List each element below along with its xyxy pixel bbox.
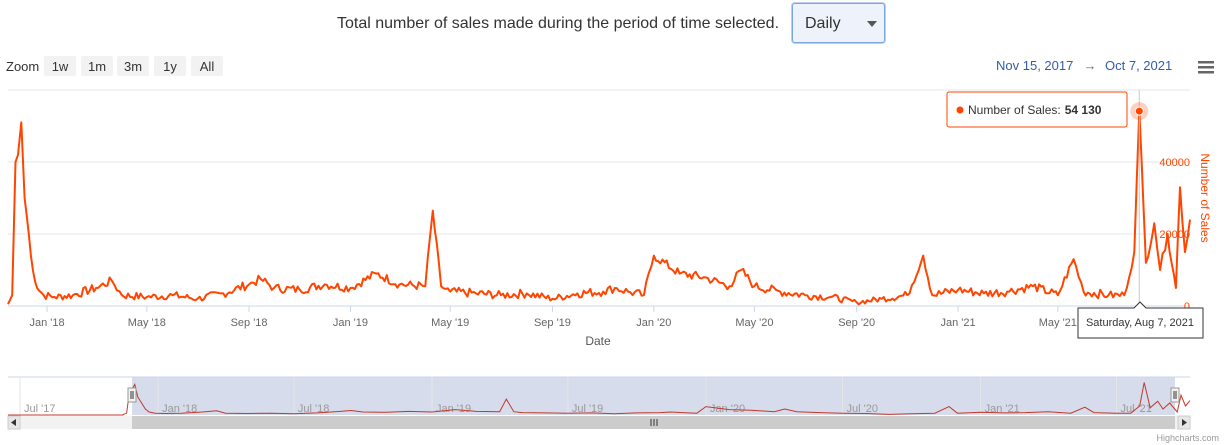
navigator-tick-label: Jul '18 [298, 403, 329, 415]
tooltip-value: 54 130 [1065, 103, 1102, 117]
x-tick-label: Jan '18 [29, 317, 64, 329]
navigator-handle-left[interactable] [127, 387, 137, 403]
tooltip: Number of Sales: 54 130 [946, 91, 1128, 128]
navigator-series-line [8, 382, 1191, 416]
date-range-to[interactable]: Oct 7, 2021 [1105, 58, 1172, 73]
navigator-handle-right[interactable] [1170, 387, 1180, 403]
period-select[interactable]: Daily [792, 3, 885, 43]
range-button-1y[interactable]: 1y [154, 56, 186, 76]
y-tick-label: 0 [1184, 301, 1190, 313]
navigator-tick-label: Jul '17 [24, 403, 55, 415]
navigator-tick-label: Jan '18 [162, 403, 197, 415]
sales-series-line[interactable] [7, 110, 1191, 306]
x-tick-label: Sep '18 [231, 317, 268, 329]
tooltip-series: Number of Sales [968, 103, 1057, 117]
y-tick-label: 20000 [1159, 229, 1190, 241]
scrollbar-left-arrow-icon[interactable] [7, 415, 21, 430]
scrollbar-right-arrow-icon[interactable] [1177, 415, 1191, 430]
scrollbar[interactable] [7, 415, 1191, 430]
navigator-tick-label: Jul '19 [572, 403, 603, 415]
hover-point[interactable] [1130, 90, 1149, 306]
y-tick-label: 40000 [1159, 157, 1190, 169]
y-axis: 0 20000 40000 [1159, 157, 1190, 313]
header: Total number of sales made during the pe… [0, 0, 1225, 48]
range-button-all[interactable]: All [191, 56, 223, 76]
credits-link[interactable]: Highcharts.com [1156, 433, 1219, 443]
crosshair-date: Saturday, Aug 7, 2021 [1086, 317, 1194, 329]
crosshair-label: Saturday, Aug 7, 2021 [1077, 301, 1204, 339]
x-tick-label: May '20 [735, 317, 773, 329]
navigator-selected-range[interactable] [132, 377, 1175, 415]
range-button-all-label: All [200, 59, 215, 74]
x-axis-title: Date [585, 334, 611, 348]
range-button-3m[interactable]: 3m [117, 56, 149, 76]
x-tick-label: Sep '20 [838, 317, 875, 329]
range-button-1w[interactable]: 1w [44, 56, 76, 76]
hover-marker[interactable] [1134, 106, 1144, 116]
y-axis-title: Number of Sales [1198, 153, 1212, 242]
range-button-1y-label: 1y [163, 59, 177, 74]
navigator-tick-label: Jan '19 [436, 403, 471, 415]
range-button-1w-label: 1w [52, 59, 69, 74]
scrollbar-grip-icon [650, 419, 658, 426]
navigator-tick-label: Jul '20 [847, 403, 878, 415]
navigator[interactable]: Jul '17 Jan '18 Jul '18 Jan '19 Jul '19 Jan '… [8, 376, 1191, 416]
tooltip-marker-icon [956, 106, 964, 114]
grid-lines [8, 161, 1190, 235]
zoom-label: Zoom [6, 59, 39, 74]
date-range-from[interactable]: Nov 15, 2017 [996, 58, 1073, 73]
tooltip-text: Number of Sales: 54 130 [968, 103, 1102, 117]
hamburger-menu-icon[interactable] [1195, 58, 1215, 78]
date-range-arrow: → [1084, 58, 1097, 73]
navigator-tick-label: Jan '21 [985, 403, 1020, 415]
x-tick-label: Jan '21 [941, 317, 976, 329]
x-tick-label: May '19 [431, 317, 469, 329]
x-tick-label: May '21 [1039, 317, 1077, 329]
x-tick-label: May '18 [128, 317, 166, 329]
x-tick-label: Jan '20 [636, 317, 671, 329]
header-description: Total number of sales made during the pe… [337, 15, 780, 32]
period-select-value: Daily [805, 15, 841, 32]
x-tick-label: Jan '19 [333, 317, 368, 329]
caret-down-icon [867, 21, 877, 27]
tooltip-sep: : [1057, 103, 1060, 117]
range-button-3m-label: 3m [124, 59, 142, 74]
x-tick-label: Sep '19 [534, 317, 571, 329]
range-button-1m-label: 1m [88, 59, 106, 74]
range-button-1m[interactable]: 1m [81, 56, 113, 76]
x-axis: Jan '18 May '18 Sep '18 Jan '19 May '19 Sep '… [29, 306, 1077, 329]
